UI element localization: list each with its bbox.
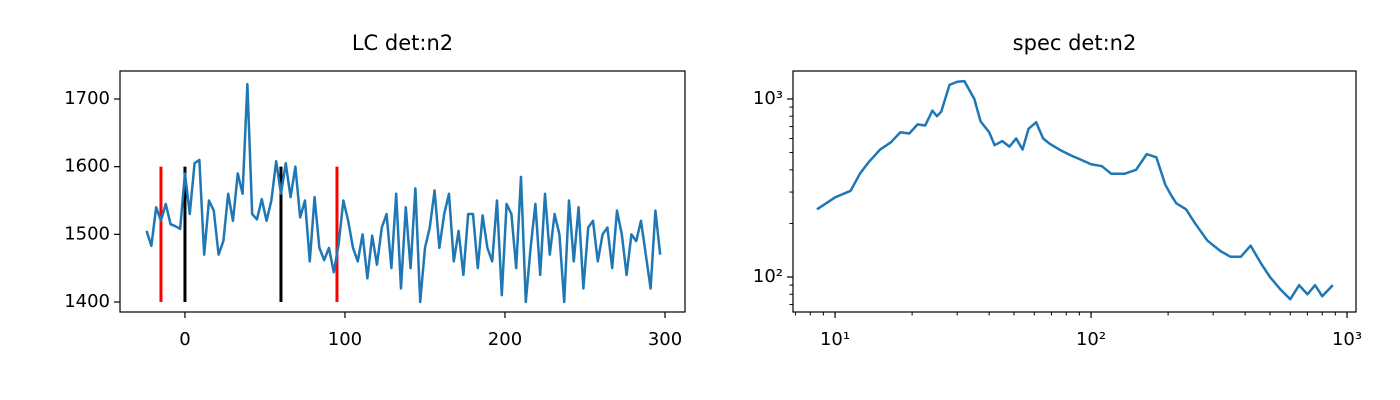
y-tick-label: 10² [753, 266, 783, 287]
x-tick-label: 10³ [1332, 329, 1362, 350]
y-tick-label: 1400 [64, 291, 110, 312]
y-tick-label: 1700 [64, 88, 110, 109]
y-tick-label: 10³ [753, 88, 783, 109]
x-tick-label: 200 [488, 329, 522, 350]
data-line [816, 79, 1334, 301]
x-tick-label: 0 [179, 329, 190, 350]
x-tick-label: 10² [1076, 329, 1106, 350]
y-tick-label: 1600 [64, 156, 110, 177]
y-tick-label: 1500 [64, 223, 110, 244]
axes-frame [119, 70, 686, 313]
x-tick-label: 10¹ [820, 329, 850, 350]
x-tick-label: 100 [328, 329, 362, 350]
data-line [145, 82, 662, 304]
x-tick-label: 300 [648, 329, 682, 350]
chart-title: LC det:n2 [352, 31, 453, 55]
axes-frame [792, 70, 1357, 313]
chart-title: spec det:n2 [1013, 31, 1137, 55]
